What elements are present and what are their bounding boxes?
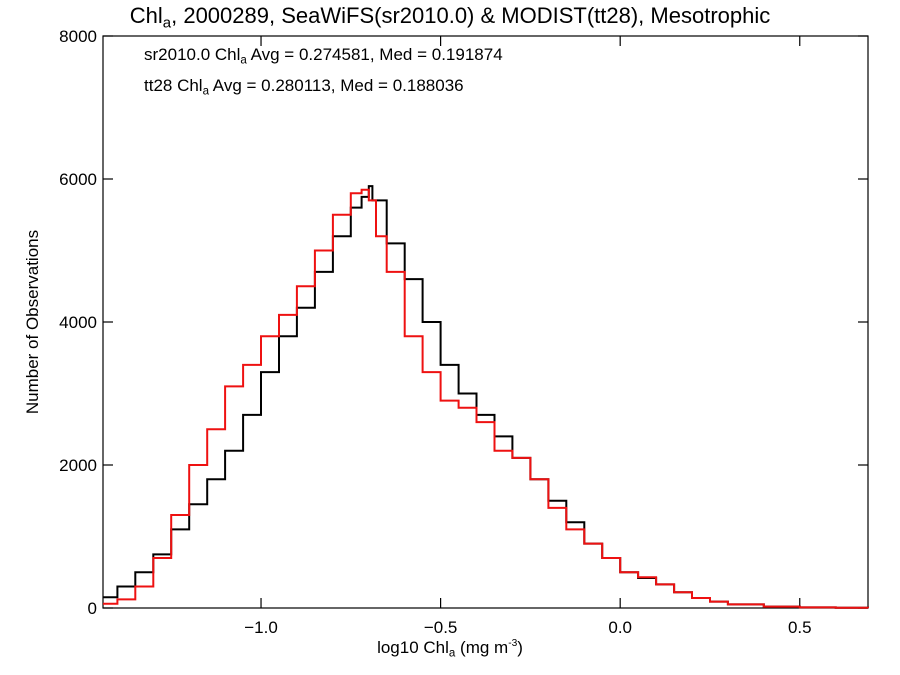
x-tick-label: −0.5: [424, 618, 458, 637]
annotation-tt28: tt28 Chla Avg = 0.280113, Med = 0.188036: [144, 76, 464, 98]
series-sr2010-line: [103, 185, 869, 609]
y-tick-label: 2000: [59, 456, 97, 475]
chart-title: Chla, 2000289, SeaWiFS(sr2010.0) & MODIS…: [129, 3, 771, 32]
x-tick-label: 0.0: [608, 618, 632, 637]
series-tt28-line: [103, 188, 869, 609]
x-tick-label: −1.0: [244, 618, 278, 637]
y-tick-label: 4000: [59, 313, 97, 332]
y-axis: 0 2000 4000 6000 8000: [59, 27, 868, 618]
y-axis-label: Number of Observations: [23, 229, 42, 415]
y-tick-label: 8000: [59, 27, 97, 46]
x-axis-label: log10 Chla (mg m-3): [377, 637, 523, 660]
y-tick-label: 6000: [59, 170, 97, 189]
x-tick-label: 0.5: [788, 618, 812, 637]
series-layer: [103, 185, 869, 609]
x-axis: −1.0 −0.5 0.0 0.5: [244, 36, 812, 637]
y-tick-label: 0: [88, 599, 97, 618]
plot-frame: [102, 35, 869, 609]
annotation-sr2010: sr2010.0 Chla Avg = 0.274581, Med = 0.19…: [144, 45, 503, 67]
